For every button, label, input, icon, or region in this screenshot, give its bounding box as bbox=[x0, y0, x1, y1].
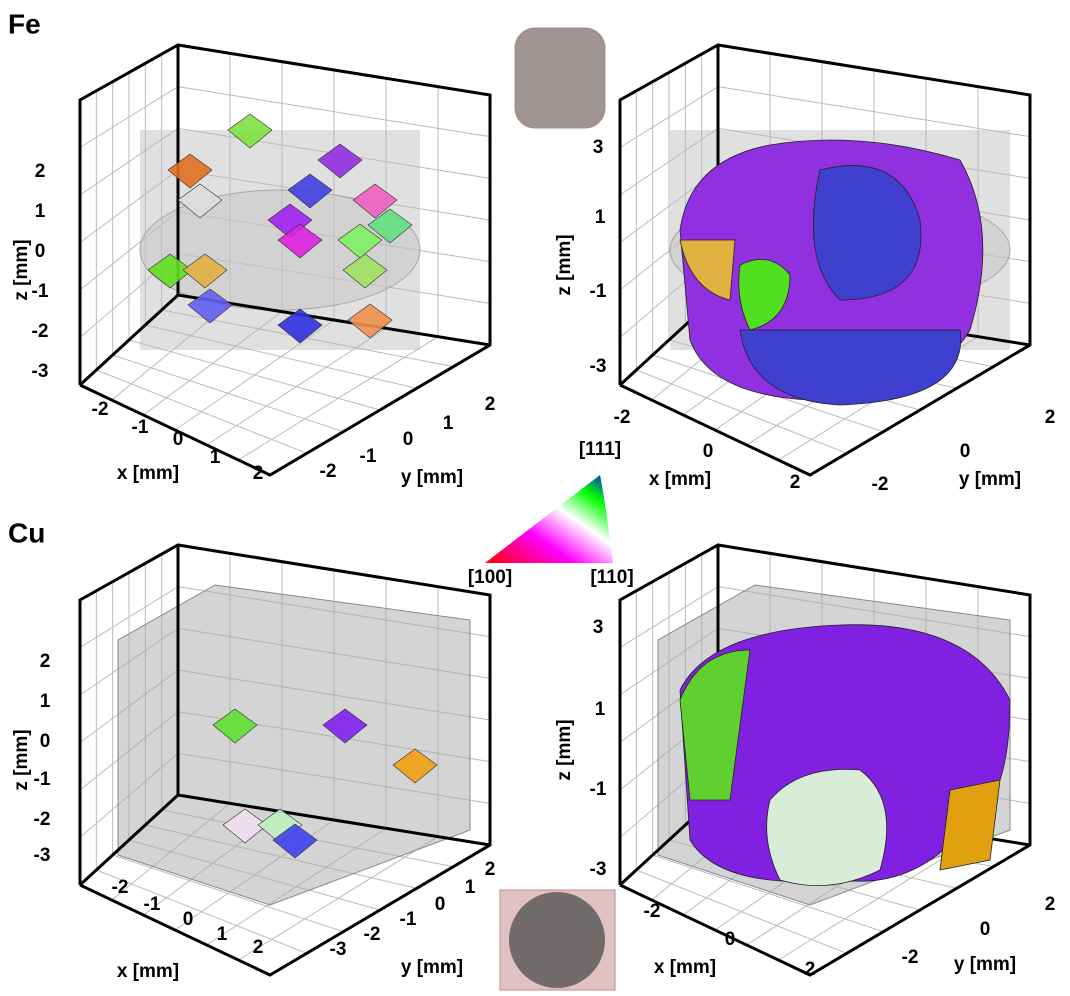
z-axis-label: z [mm] bbox=[11, 239, 32, 300]
z-tick-label: -2 bbox=[32, 321, 49, 342]
y-axis-label: y [mm] bbox=[401, 957, 463, 978]
z-tick-label: -1 bbox=[32, 281, 49, 302]
decor bbox=[80, 28, 1030, 990]
y-axis-label: y [mm] bbox=[959, 469, 1021, 490]
z-tick-label: 2 bbox=[40, 651, 51, 672]
y-tick-label: -2 bbox=[872, 474, 889, 495]
ipf-triangle bbox=[485, 475, 613, 563]
x-tick-label: 0 bbox=[173, 429, 184, 450]
z-tick-label: 2 bbox=[35, 161, 46, 182]
y-tick-label: 0 bbox=[403, 429, 414, 450]
x-tick-label: -2 bbox=[644, 901, 661, 922]
x-tick-label: 1 bbox=[217, 924, 228, 945]
y-tick-label: -1 bbox=[360, 446, 377, 467]
y-tick-label: 2 bbox=[1045, 894, 1056, 915]
grain-volume bbox=[767, 769, 887, 885]
y-tick-label: 0 bbox=[960, 441, 971, 462]
z-tick-label: -2 bbox=[34, 809, 51, 830]
z-axis-label: z [mm] bbox=[554, 234, 575, 295]
z-axis-label: z [mm] bbox=[554, 719, 575, 780]
inset bbox=[509, 892, 605, 988]
y-tick-label: -2 bbox=[364, 924, 381, 945]
figure: Fe Cu [111] [100] [110] 210-1-2-3-2-1012… bbox=[0, 0, 1070, 991]
x-tick-label: 2 bbox=[805, 959, 816, 980]
z-tick-label: 3 bbox=[593, 137, 604, 158]
y-tick-label: 2 bbox=[485, 394, 496, 415]
legend-label: [110] bbox=[590, 567, 633, 588]
legend-label: [111] bbox=[579, 439, 621, 460]
x-tick-label: -2 bbox=[112, 877, 129, 898]
y-axis-label: y [mm] bbox=[401, 467, 463, 488]
y-tick-label: 1 bbox=[443, 413, 454, 434]
z-tick-label: -3 bbox=[34, 845, 51, 866]
x-tick-label: 0 bbox=[725, 929, 736, 950]
z-tick-label: 0 bbox=[40, 731, 51, 752]
z-tick-label: -1 bbox=[590, 281, 607, 302]
z-tick-label: 1 bbox=[595, 207, 606, 228]
x-tick-label: 1 bbox=[210, 447, 221, 468]
z-tick-label: -1 bbox=[34, 769, 51, 790]
legend-label: [100] bbox=[468, 567, 512, 588]
x-tick-label: 0 bbox=[183, 909, 194, 930]
x-tick-label: 2 bbox=[253, 937, 264, 958]
axes-box bbox=[80, 45, 490, 475]
y-tick-label: 2 bbox=[485, 859, 496, 880]
x-tick-label: 2 bbox=[790, 472, 801, 493]
x-tick-label: -1 bbox=[144, 894, 161, 915]
z-tick-label: 1 bbox=[40, 691, 51, 712]
y-tick-label: -2 bbox=[320, 461, 337, 482]
y-tick-label: 2 bbox=[1045, 407, 1056, 428]
y-tick-label: 1 bbox=[465, 877, 476, 898]
z-axis-label: z [mm] bbox=[11, 729, 32, 790]
section-label: Fe bbox=[8, 8, 41, 39]
z-tick-label: -1 bbox=[590, 779, 607, 800]
x-axis-label: x [mm] bbox=[649, 469, 711, 490]
y-tick-label: 0 bbox=[980, 919, 991, 940]
z-tick-label: 3 bbox=[593, 617, 604, 638]
z-tick-label: -3 bbox=[590, 859, 607, 880]
y-tick-label: -1 bbox=[400, 909, 417, 930]
z-tick-label: 1 bbox=[35, 201, 46, 222]
y-axis-label: y [mm] bbox=[954, 954, 1016, 975]
x-tick-label: 0 bbox=[703, 441, 714, 462]
inset bbox=[515, 28, 605, 128]
x-axis-label: x [mm] bbox=[117, 463, 179, 484]
z-tick-label: 0 bbox=[35, 241, 46, 262]
z-tick-label: 1 bbox=[595, 699, 606, 720]
y-tick-label: -2 bbox=[902, 947, 919, 968]
x-tick-label: -2 bbox=[614, 407, 631, 428]
x-tick-label: -1 bbox=[132, 417, 149, 438]
x-tick-label: -2 bbox=[92, 399, 109, 420]
section-label: Cu bbox=[8, 517, 45, 548]
x-axis-label: x [mm] bbox=[654, 957, 716, 978]
y-tick-label: -3 bbox=[330, 939, 347, 960]
z-tick-label: -3 bbox=[590, 356, 607, 377]
x-tick-label: 2 bbox=[253, 463, 264, 484]
z-tick-label: -3 bbox=[32, 361, 49, 382]
x-axis-label: x [mm] bbox=[117, 961, 179, 982]
y-tick-label: 0 bbox=[435, 894, 446, 915]
